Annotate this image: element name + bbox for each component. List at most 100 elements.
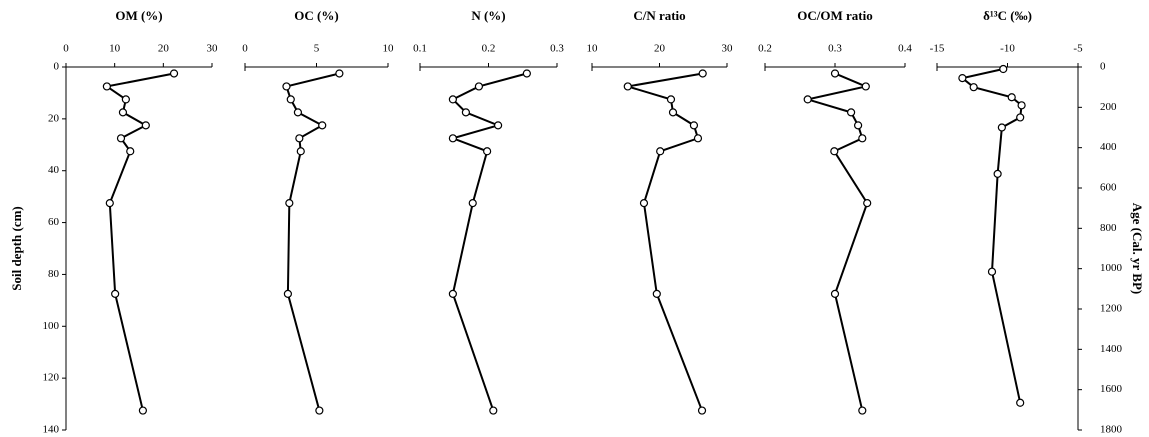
point <box>285 199 294 208</box>
profile-line <box>627 72 703 411</box>
point <box>698 69 707 78</box>
x-tick-label: 20 <box>654 43 666 55</box>
y-tick-label: 0 <box>54 61 60 73</box>
y2-axis-label: Age (Cal. yr BP) <box>1130 203 1145 294</box>
panel-title: OM (%) <box>115 8 162 23</box>
point <box>623 82 632 91</box>
point <box>293 108 303 117</box>
point <box>693 134 703 143</box>
x-tick-label: 10 <box>587 43 599 55</box>
profile-line <box>449 72 528 411</box>
x-tick-label: 0.1 <box>413 43 427 55</box>
point <box>858 406 867 415</box>
point <box>987 267 997 276</box>
profile-line <box>104 72 175 411</box>
y-tick-label: 100 <box>43 320 60 332</box>
y2-tick-label: 200 <box>1100 101 1117 113</box>
y2-tick-label: 1200 <box>1100 303 1123 315</box>
point <box>468 199 477 208</box>
point <box>283 289 292 298</box>
point <box>1007 93 1016 102</box>
point <box>863 199 872 208</box>
y2-tick-label: 1800 <box>1100 424 1123 436</box>
point <box>830 147 839 156</box>
point <box>997 123 1006 132</box>
point <box>489 406 498 415</box>
x-tick-label: 10 <box>383 43 395 55</box>
point <box>689 121 699 130</box>
point <box>315 406 324 415</box>
y2-tick-label: 1400 <box>1100 343 1123 355</box>
point <box>958 73 967 83</box>
point <box>666 95 676 104</box>
profile-line <box>960 68 1023 403</box>
point <box>830 289 840 298</box>
point <box>858 134 867 143</box>
point <box>169 69 179 78</box>
point <box>474 82 484 91</box>
point <box>1017 101 1026 110</box>
panel-title: N (%) <box>471 8 505 23</box>
point <box>118 108 128 117</box>
x-tick-label: 30 <box>207 43 219 55</box>
point <box>448 95 457 104</box>
panel-title: OC (%) <box>294 8 338 23</box>
point <box>282 82 291 91</box>
point <box>1016 398 1025 407</box>
point <box>318 121 327 130</box>
profile-line <box>803 72 870 411</box>
point <box>846 108 856 117</box>
y-tick-label: 80 <box>48 268 60 280</box>
x-tick-label: -5 <box>1073 43 1083 55</box>
point <box>138 406 147 415</box>
point <box>286 95 295 104</box>
point <box>295 134 304 143</box>
x-tick-label: 0.2 <box>482 43 496 55</box>
x-tick-label: 0.2 <box>758 43 772 55</box>
point <box>656 147 665 156</box>
point <box>105 199 114 208</box>
point <box>993 169 1002 178</box>
point <box>830 69 840 78</box>
point <box>296 147 305 156</box>
x-tick-label: 0 <box>63 43 69 55</box>
point <box>803 95 812 104</box>
x-tick-label: 10 <box>109 43 121 55</box>
y-tick-label: 40 <box>48 164 60 176</box>
point <box>522 69 531 78</box>
y-tick-label: 60 <box>48 216 60 228</box>
point <box>335 69 344 78</box>
point <box>448 134 457 143</box>
point <box>1016 113 1025 122</box>
x-tick-label: -15 <box>930 43 945 55</box>
panel-title: C/N ratio <box>633 8 685 23</box>
y2-tick-label: 800 <box>1100 222 1117 234</box>
y2-tick-label: 1000 <box>1100 262 1123 274</box>
point <box>861 82 870 91</box>
y2-tick-label: 400 <box>1100 141 1117 153</box>
point <box>969 83 978 92</box>
x-tick-label: -10 <box>1000 43 1015 55</box>
x-tick-label: 0.3 <box>550 43 564 55</box>
point <box>652 289 661 298</box>
profile-line <box>285 72 340 411</box>
panel-title: δ¹³C (‰) <box>983 8 1032 23</box>
point <box>448 289 457 298</box>
point <box>121 95 130 104</box>
point <box>999 64 1008 74</box>
x-tick-label: 0.4 <box>898 43 912 55</box>
y2-tick-label: 0 <box>1100 61 1106 73</box>
y-tick-label: 120 <box>43 372 60 384</box>
x-tick-label: 20 <box>158 43 170 55</box>
point <box>126 147 135 156</box>
y-axis-label: Soil depth (cm) <box>9 206 24 291</box>
y2-tick-label: 1600 <box>1100 383 1123 395</box>
point <box>493 121 503 130</box>
point <box>639 199 649 208</box>
point <box>102 82 111 91</box>
x-tick-label: 5 <box>314 43 320 55</box>
panel-title: OC/OM ratio <box>797 8 872 23</box>
y-tick-label: 140 <box>43 424 60 436</box>
point <box>111 289 120 298</box>
